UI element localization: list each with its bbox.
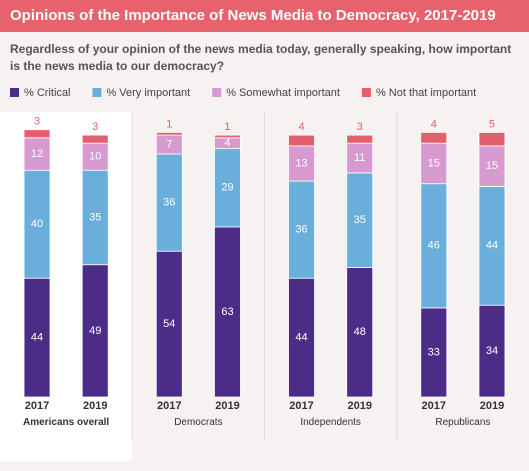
bar-segment: [346, 142, 374, 174]
value-label: 11: [354, 152, 365, 164]
value-label: 15: [486, 160, 498, 172]
bar-segment: [81, 142, 109, 171]
value-label: 15: [428, 157, 440, 169]
bar-segment: [81, 169, 109, 266]
value-label: 34: [486, 345, 498, 357]
legend-label: % Not that important: [376, 87, 476, 99]
chart-subtitle: Regardless of your opinion of the news m…: [10, 42, 512, 73]
value-label: 29: [221, 182, 233, 194]
bar-segment: [214, 226, 241, 398]
bar-segment: [346, 172, 374, 268]
value-label: 36: [163, 197, 175, 209]
bar-segment: [155, 153, 183, 252]
value-label: 33: [428, 346, 440, 358]
bar-segment: [214, 148, 241, 228]
bar-segment: [23, 129, 51, 139]
bar-segment: [288, 145, 315, 182]
value-label: 48: [354, 326, 366, 338]
x-tick-label: 2019: [347, 400, 371, 412]
group-label: Democrats: [174, 417, 223, 428]
bar-segment: [23, 277, 51, 398]
bar-segment: [288, 134, 315, 147]
bar-segment: [346, 266, 374, 398]
bar-segment: [23, 137, 51, 171]
value-label: 1: [224, 121, 230, 133]
value-label: 54: [163, 318, 175, 330]
x-tick-label: 2017: [422, 400, 446, 412]
bar-segment: [288, 180, 315, 279]
value-label: 7: [166, 138, 172, 150]
chart-title: Opinions of the Importance of News Media…: [0, 0, 529, 32]
group-label: Americans overall: [23, 417, 110, 428]
bar-segment: [288, 277, 315, 398]
value-label: 10: [89, 151, 101, 163]
bar-segment: [420, 142, 448, 185]
value-label: 3: [34, 116, 40, 128]
bar-segment: [420, 307, 448, 398]
legend-swatch: [361, 88, 371, 97]
value-label: 3: [357, 121, 363, 133]
x-tick-label: 2017: [25, 400, 49, 412]
x-tick-label: 2017: [157, 400, 181, 412]
bar-segment: [478, 145, 506, 187]
bar-segment: [420, 131, 448, 144]
value-label: 44: [295, 332, 307, 344]
value-label: 4: [298, 121, 304, 133]
bar-segment: [81, 264, 109, 398]
highlight-panel: [0, 112, 133, 461]
x-tick-label: 2017: [289, 400, 313, 412]
legend-swatch: [212, 88, 222, 97]
legend-swatch: [92, 88, 102, 97]
value-label: 36: [295, 224, 307, 236]
x-tick-label: 2019: [480, 400, 504, 412]
bar-segment: [478, 131, 506, 147]
value-label: 5: [489, 118, 495, 130]
bar-segment: [23, 169, 51, 279]
value-label: 3: [92, 121, 98, 133]
bar-segment: [81, 134, 109, 144]
value-label: 4: [431, 118, 437, 130]
legend-label: % Very important: [106, 87, 190, 99]
legend-swatch: [10, 88, 19, 97]
value-label: 1: [166, 118, 172, 130]
value-label: 13: [295, 157, 307, 169]
value-label: 35: [89, 211, 101, 223]
value-label: 40: [31, 218, 43, 230]
value-label: 44: [31, 332, 43, 344]
bar-segment: [420, 183, 448, 309]
x-tick-label: 2019: [83, 400, 107, 412]
x-tick-label: 2019: [215, 400, 239, 412]
legend-label: % Somewhat important: [226, 87, 340, 99]
group-label: Independents: [300, 417, 361, 428]
value-label: 44: [486, 240, 498, 252]
value-label: 63: [221, 306, 233, 318]
bar-segment: [346, 134, 374, 144]
value-label: 49: [89, 325, 101, 337]
bar-segment: [155, 131, 183, 136]
legend-label: % Critical: [24, 87, 70, 99]
bar-segment: [155, 250, 183, 398]
value-label: 4: [224, 137, 230, 149]
group-label: Republicans: [435, 417, 491, 428]
bar-segment: [214, 134, 241, 139]
value-label: 35: [354, 214, 366, 226]
value-label: 12: [31, 148, 43, 160]
value-label: 46: [428, 240, 440, 252]
